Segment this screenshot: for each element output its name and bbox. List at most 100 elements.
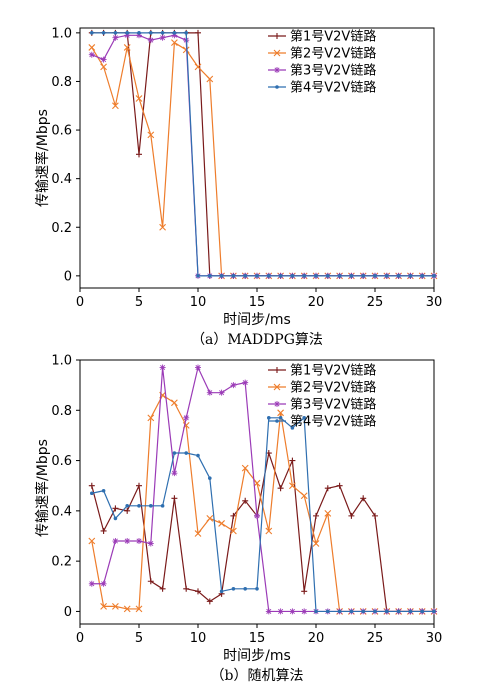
data-point xyxy=(159,223,166,231)
data-point xyxy=(136,151,142,158)
data-point xyxy=(243,274,247,278)
plot-frame xyxy=(79,27,435,289)
data-point xyxy=(301,608,308,615)
data-point xyxy=(349,274,354,278)
data-point xyxy=(100,527,107,534)
data-point xyxy=(302,274,307,278)
series-line xyxy=(91,34,434,277)
legend-label: 第2号V2V链路 xyxy=(290,46,376,62)
data-point xyxy=(136,482,142,489)
data-point xyxy=(290,426,295,430)
data-point xyxy=(289,608,296,615)
data-point xyxy=(208,274,212,278)
data-point xyxy=(100,56,107,63)
legend-label: 第4号V2V链路 xyxy=(290,414,376,430)
data-point xyxy=(219,589,224,594)
data-point xyxy=(231,587,236,591)
data-point xyxy=(147,414,155,422)
data-point xyxy=(136,538,142,545)
data-point xyxy=(432,274,436,278)
data-point xyxy=(314,274,318,278)
x-tick-label: 30 xyxy=(426,631,443,646)
legend-entry: 第2号V2V链路 xyxy=(268,46,376,62)
data-point xyxy=(326,609,330,614)
data-point xyxy=(206,515,214,522)
data-point xyxy=(88,580,95,587)
legend-label: 第3号V2V链路 xyxy=(290,63,376,79)
y-tick-label: 0.4 xyxy=(51,504,72,519)
data-point xyxy=(112,34,119,41)
x-tick-label: 0 xyxy=(76,631,84,646)
data-point xyxy=(420,274,425,278)
data-point xyxy=(196,274,200,278)
data-point xyxy=(149,31,153,35)
data-point xyxy=(360,495,367,502)
data-point xyxy=(242,497,249,504)
legend-marker xyxy=(274,67,280,73)
legend-entry: 第4号V2V链路 xyxy=(268,80,376,96)
data-point xyxy=(267,274,271,278)
data-point xyxy=(112,505,119,512)
data-point xyxy=(125,504,129,508)
data-point xyxy=(289,482,296,490)
data-point xyxy=(101,31,106,35)
series-3 xyxy=(88,32,437,279)
legend-label: 第2号V2V链路 xyxy=(290,380,376,396)
data-point xyxy=(277,485,284,492)
data-point xyxy=(172,451,177,455)
data-point xyxy=(230,512,237,519)
data-point xyxy=(361,274,366,278)
chart-maddpg: 0 5 10 15 20 25 30 0 0.2 0.4 0.6 0.8 1.0 时间步/ms 传输速率… xyxy=(34,26,442,348)
legend-entry: 第3号V2V链路 xyxy=(268,63,376,79)
data-point xyxy=(101,488,106,493)
data-point xyxy=(100,63,107,71)
data-point xyxy=(160,31,165,35)
data-point xyxy=(171,32,178,39)
data-point xyxy=(373,609,377,614)
data-point xyxy=(231,274,236,278)
series-1 xyxy=(88,29,437,279)
data-point xyxy=(135,605,143,613)
data-point xyxy=(90,31,94,35)
data-point xyxy=(241,464,249,472)
data-point xyxy=(242,379,249,386)
data-point xyxy=(267,416,271,420)
data-point xyxy=(337,609,342,614)
data-point xyxy=(277,409,284,417)
data-point xyxy=(255,274,259,278)
y-tick-label: 0.8 xyxy=(51,404,72,419)
data-point xyxy=(432,609,436,614)
data-point xyxy=(124,538,131,545)
y-tick-label: 0 xyxy=(64,605,72,620)
data-point xyxy=(135,95,143,102)
data-point xyxy=(265,527,273,535)
data-point xyxy=(396,274,401,278)
x-tick-label: 5 xyxy=(135,295,143,310)
data-point xyxy=(324,509,332,517)
data-point xyxy=(88,51,95,58)
legend-label: 第4号V2V链路 xyxy=(290,80,376,96)
x-axis-label: 时间步/ms xyxy=(223,648,291,664)
data-point xyxy=(230,527,237,535)
series-1 xyxy=(88,450,437,615)
x-tick-label: 20 xyxy=(308,295,325,310)
data-point xyxy=(289,457,296,464)
y-tick-label: 0.8 xyxy=(51,75,72,90)
x-tick-label: 20 xyxy=(308,631,325,646)
data-point xyxy=(124,507,131,514)
data-point xyxy=(159,364,166,371)
data-point xyxy=(113,516,118,521)
data-point xyxy=(337,274,342,278)
x-tick-label: 10 xyxy=(190,295,207,310)
data-point xyxy=(160,504,165,508)
chart-caption: （b）随机算法 xyxy=(211,668,304,684)
y-tick-label: 0.4 xyxy=(51,172,72,187)
data-point xyxy=(183,585,190,592)
data-point xyxy=(385,274,389,278)
data-point xyxy=(88,44,96,51)
series-line xyxy=(91,32,434,277)
data-point xyxy=(336,482,343,489)
legend-label: 第1号V2V链路 xyxy=(290,29,376,45)
data-point xyxy=(396,609,401,614)
